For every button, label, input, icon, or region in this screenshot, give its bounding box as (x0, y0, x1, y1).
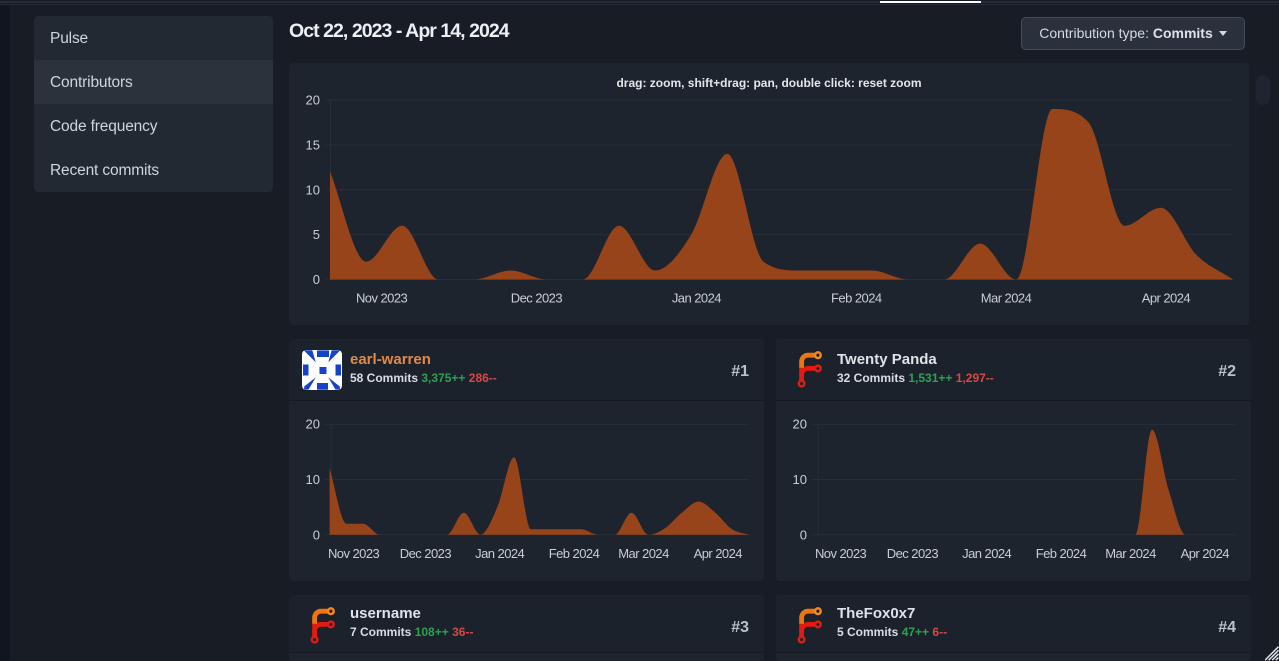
svg-text:Jan 2024: Jan 2024 (962, 546, 1011, 561)
svg-text:Feb 2024: Feb 2024 (831, 291, 882, 306)
svg-text:0: 0 (313, 527, 320, 542)
svg-text:0: 0 (800, 527, 807, 542)
svg-text:Mar 2024: Mar 2024 (618, 546, 669, 561)
svg-text:20: 20 (306, 417, 320, 432)
svg-text:Nov 2023: Nov 2023 (328, 546, 380, 561)
svg-text:Nov 2023: Nov 2023 (815, 546, 867, 561)
svg-text:Mar 2024: Mar 2024 (981, 291, 1032, 306)
svg-text:0: 0 (313, 272, 320, 287)
svg-text:Mar 2024: Mar 2024 (1105, 546, 1156, 561)
svg-text:Nov 2023: Nov 2023 (356, 291, 408, 306)
svg-text:Dec 2023: Dec 2023 (511, 291, 563, 306)
svg-text:20: 20 (793, 417, 807, 432)
svg-text:Dec 2023: Dec 2023 (887, 546, 939, 561)
svg-text:Apr 2024: Apr 2024 (1181, 546, 1230, 561)
svg-text:5: 5 (313, 227, 320, 242)
svg-text:Apr 2024: Apr 2024 (1142, 291, 1191, 306)
svg-text:10: 10 (306, 472, 320, 487)
svg-text:10: 10 (306, 182, 320, 197)
svg-text:15: 15 (306, 137, 320, 152)
svg-text:Jan 2024: Jan 2024 (475, 546, 524, 561)
svg-text:Feb 2024: Feb 2024 (1036, 546, 1087, 561)
svg-text:Apr 2024: Apr 2024 (694, 546, 743, 561)
svg-text:Jan 2024: Jan 2024 (672, 291, 721, 306)
svg-text:Dec 2023: Dec 2023 (400, 546, 452, 561)
svg-text:20: 20 (306, 93, 320, 108)
svg-text:10: 10 (793, 472, 807, 487)
svg-text:Feb 2024: Feb 2024 (549, 546, 600, 561)
